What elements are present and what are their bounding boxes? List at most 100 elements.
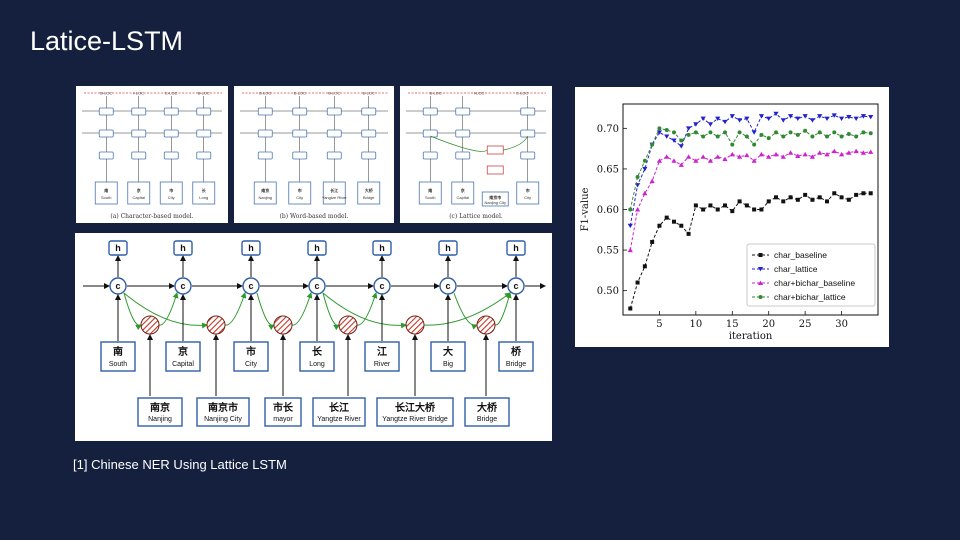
data-point xyxy=(751,130,757,135)
lstm-node xyxy=(455,151,471,160)
input-gloss: Yangtze River xyxy=(322,195,347,200)
f1-chart: 0.50 0.55 0.60 0.65 0.70 5 10 15 20 25 30 iteration… xyxy=(580,103,879,342)
series-char-baseline xyxy=(628,191,873,311)
cell-label: c xyxy=(248,281,253,291)
data-point xyxy=(788,195,793,200)
data-point xyxy=(803,192,808,197)
legend-label: char_baseline xyxy=(774,250,827,260)
data-point xyxy=(657,223,662,228)
input-gloss: Capital xyxy=(457,195,470,200)
input-char: 长 xyxy=(202,187,206,193)
word-zh: 南京 xyxy=(150,401,170,414)
word-box xyxy=(264,397,302,427)
tag-label: E-LOC xyxy=(516,91,528,96)
lattice-lstm-panel: h c 南 South h c 京 Capital h c 市 City h c 长 Long h c 江 River… xyxy=(75,233,552,441)
word-zh: 长江大桥 xyxy=(395,401,436,414)
data-point xyxy=(787,150,794,155)
word-en: Nanjing xyxy=(148,416,172,423)
data-point xyxy=(737,199,742,204)
char-box xyxy=(100,341,136,372)
lattice-edge xyxy=(291,292,313,326)
cell-label: c xyxy=(180,281,185,291)
x-tick-label: 20 xyxy=(762,319,775,330)
tag-label: E-LOC xyxy=(363,91,375,96)
x-tick-label: 25 xyxy=(799,319,812,330)
word-cell xyxy=(476,315,496,335)
input-char: 南 xyxy=(104,187,108,193)
char-box xyxy=(430,341,466,372)
y-tick-label: 0.55 xyxy=(597,246,619,257)
data-point xyxy=(672,130,676,135)
lattice-edge xyxy=(123,292,142,331)
data-point xyxy=(757,267,764,272)
data-point xyxy=(832,130,837,135)
data-point xyxy=(628,207,633,212)
lattice-edge xyxy=(322,292,340,331)
y-tick-label: 0.50 xyxy=(597,286,619,297)
input-gloss: South xyxy=(101,195,111,200)
input-gloss: Bridge xyxy=(363,195,375,200)
lattice-link xyxy=(430,135,488,152)
x-tick-label: 10 xyxy=(689,319,702,330)
input-char: 市 xyxy=(169,187,173,193)
word-gloss: Nanjing City xyxy=(484,200,506,205)
lattice-lstm-diagram: h c 南 South h c 京 Capital h c 市 City h c 长 Long h c 江 River… xyxy=(83,240,546,427)
lattice-edge xyxy=(322,292,407,329)
char-zh: 市 xyxy=(246,345,256,358)
cell-label: c xyxy=(115,281,120,291)
lstm-node xyxy=(257,151,273,160)
data-point xyxy=(774,195,778,200)
data-point xyxy=(664,154,670,159)
lstm-node xyxy=(196,151,212,160)
input-box xyxy=(192,181,216,205)
char-box xyxy=(165,341,201,372)
hidden-node xyxy=(173,240,193,256)
data-point xyxy=(795,132,800,137)
word-box xyxy=(376,397,454,427)
data-point xyxy=(678,144,684,149)
char-zh: 桥 xyxy=(511,345,522,358)
input-box xyxy=(253,181,277,205)
data-point xyxy=(686,231,691,236)
lstm-node xyxy=(422,129,438,138)
lattice-cell xyxy=(486,145,504,155)
data-point xyxy=(758,253,763,257)
input-box xyxy=(451,181,475,205)
char-model-panel: B-LOC I-LOC E-LOC B-LOC 南 South 京 Capital 市 City 长… xyxy=(76,86,228,223)
lstm-node xyxy=(196,129,212,138)
data-point xyxy=(730,209,735,214)
data-point xyxy=(649,178,655,184)
input-char: 南 xyxy=(428,187,432,193)
data-point xyxy=(846,132,851,137)
data-point xyxy=(788,130,793,135)
data-point xyxy=(868,191,873,196)
word-cell xyxy=(140,315,160,335)
hidden-label: h xyxy=(115,243,121,253)
data-point xyxy=(824,116,830,122)
input-gloss: Long xyxy=(199,195,208,200)
input-char: 市 xyxy=(526,187,530,193)
series-char-lattice xyxy=(627,111,874,229)
char-en: Bridge xyxy=(506,361,526,368)
data-point xyxy=(700,116,706,122)
data-point xyxy=(802,151,808,157)
data-point xyxy=(650,239,655,244)
panel-caption: (c) Lattice model. xyxy=(449,213,503,220)
lattice-edge xyxy=(423,292,511,326)
data-point xyxy=(737,130,742,135)
data-point xyxy=(693,158,699,163)
data-point xyxy=(642,158,647,163)
y-tick-label: 0.65 xyxy=(597,164,619,175)
data-point xyxy=(861,191,866,196)
data-point xyxy=(759,132,764,137)
data-point xyxy=(846,150,852,155)
data-point xyxy=(758,295,763,299)
lstm-node xyxy=(131,129,147,138)
char-model-diagram: B-LOC I-LOC E-LOC B-LOC 南 South 京 Capital 市 City 长… xyxy=(82,91,222,220)
data-point xyxy=(846,197,851,202)
tag-label: E-LOC xyxy=(294,91,306,96)
input-box xyxy=(322,181,346,205)
series-line xyxy=(629,127,871,210)
lstm-node xyxy=(196,107,212,116)
data-point xyxy=(679,138,684,143)
